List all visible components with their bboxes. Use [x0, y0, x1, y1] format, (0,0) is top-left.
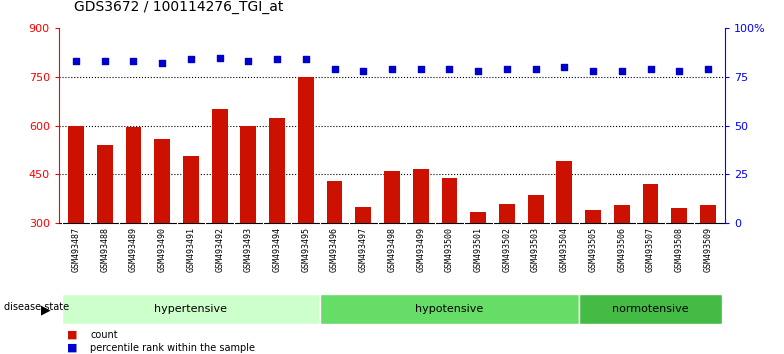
Text: count: count: [90, 330, 118, 339]
Point: [328, 67, 341, 72]
Point: [472, 68, 485, 74]
Bar: [384, 171, 400, 223]
Text: disease state: disease state: [4, 302, 69, 312]
Text: hypertensive: hypertensive: [154, 304, 227, 314]
Text: GSM493495: GSM493495: [301, 227, 310, 272]
Text: ■: ■: [67, 343, 77, 353]
Text: GSM493500: GSM493500: [445, 227, 454, 272]
Point: [299, 57, 312, 62]
Bar: [327, 181, 343, 223]
Text: GSM493503: GSM493503: [531, 227, 540, 272]
Bar: [68, 126, 84, 223]
Bar: [125, 127, 141, 223]
Bar: [97, 145, 113, 223]
Text: GSM493488: GSM493488: [100, 227, 109, 272]
Text: GSM493506: GSM493506: [617, 227, 626, 272]
Point: [702, 67, 714, 72]
Text: GSM493508: GSM493508: [675, 227, 684, 272]
Bar: [579, 294, 722, 324]
Bar: [700, 205, 716, 223]
Bar: [557, 161, 572, 223]
Text: GSM493493: GSM493493: [244, 227, 253, 272]
Point: [270, 57, 283, 62]
Bar: [671, 209, 687, 223]
Text: GSM493499: GSM493499: [416, 227, 425, 272]
Text: GSM493487: GSM493487: [71, 227, 81, 272]
Text: percentile rank within the sample: percentile rank within the sample: [90, 343, 255, 353]
Bar: [355, 207, 371, 223]
Point: [501, 67, 514, 72]
Point: [415, 67, 427, 72]
Bar: [298, 77, 314, 223]
Text: GSM493492: GSM493492: [215, 227, 224, 272]
Text: GSM493507: GSM493507: [646, 227, 655, 272]
Point: [443, 67, 456, 72]
Text: hypotensive: hypotensive: [416, 304, 484, 314]
Point: [673, 68, 685, 74]
Text: GSM493496: GSM493496: [330, 227, 339, 272]
Bar: [241, 126, 256, 223]
Bar: [413, 170, 429, 223]
Text: ▶: ▶: [42, 304, 51, 317]
Text: GSM493490: GSM493490: [158, 227, 167, 272]
Bar: [62, 294, 320, 324]
Point: [357, 68, 369, 74]
Bar: [212, 109, 227, 223]
Text: GSM493491: GSM493491: [187, 227, 195, 272]
Point: [529, 67, 542, 72]
Bar: [441, 178, 457, 223]
Text: GSM493494: GSM493494: [273, 227, 281, 272]
Point: [644, 67, 657, 72]
Bar: [470, 212, 486, 223]
Text: ■: ■: [67, 330, 77, 339]
Point: [70, 58, 82, 64]
Point: [99, 58, 111, 64]
Text: GDS3672 / 100114276_TGI_at: GDS3672 / 100114276_TGI_at: [74, 0, 284, 14]
Point: [586, 68, 599, 74]
Point: [156, 61, 169, 66]
Bar: [528, 195, 543, 223]
Point: [185, 57, 198, 62]
Point: [213, 55, 226, 60]
Bar: [643, 184, 659, 223]
Text: GSM493504: GSM493504: [560, 227, 569, 272]
Text: GSM493501: GSM493501: [474, 227, 483, 272]
Bar: [499, 204, 515, 223]
Point: [127, 58, 140, 64]
Bar: [585, 210, 601, 223]
Bar: [614, 205, 630, 223]
Text: GSM493489: GSM493489: [129, 227, 138, 272]
Text: GSM493505: GSM493505: [589, 227, 597, 272]
Bar: [183, 156, 199, 223]
Point: [242, 58, 255, 64]
Text: normotensive: normotensive: [612, 304, 689, 314]
Text: GSM493509: GSM493509: [703, 227, 713, 272]
Bar: [154, 139, 170, 223]
Text: GSM493502: GSM493502: [503, 227, 511, 272]
Text: GSM493497: GSM493497: [359, 227, 368, 272]
Point: [615, 68, 628, 74]
Bar: [269, 118, 285, 223]
Text: GSM493498: GSM493498: [387, 227, 397, 272]
Bar: [320, 294, 579, 324]
Point: [386, 67, 398, 72]
Point: [558, 64, 571, 70]
